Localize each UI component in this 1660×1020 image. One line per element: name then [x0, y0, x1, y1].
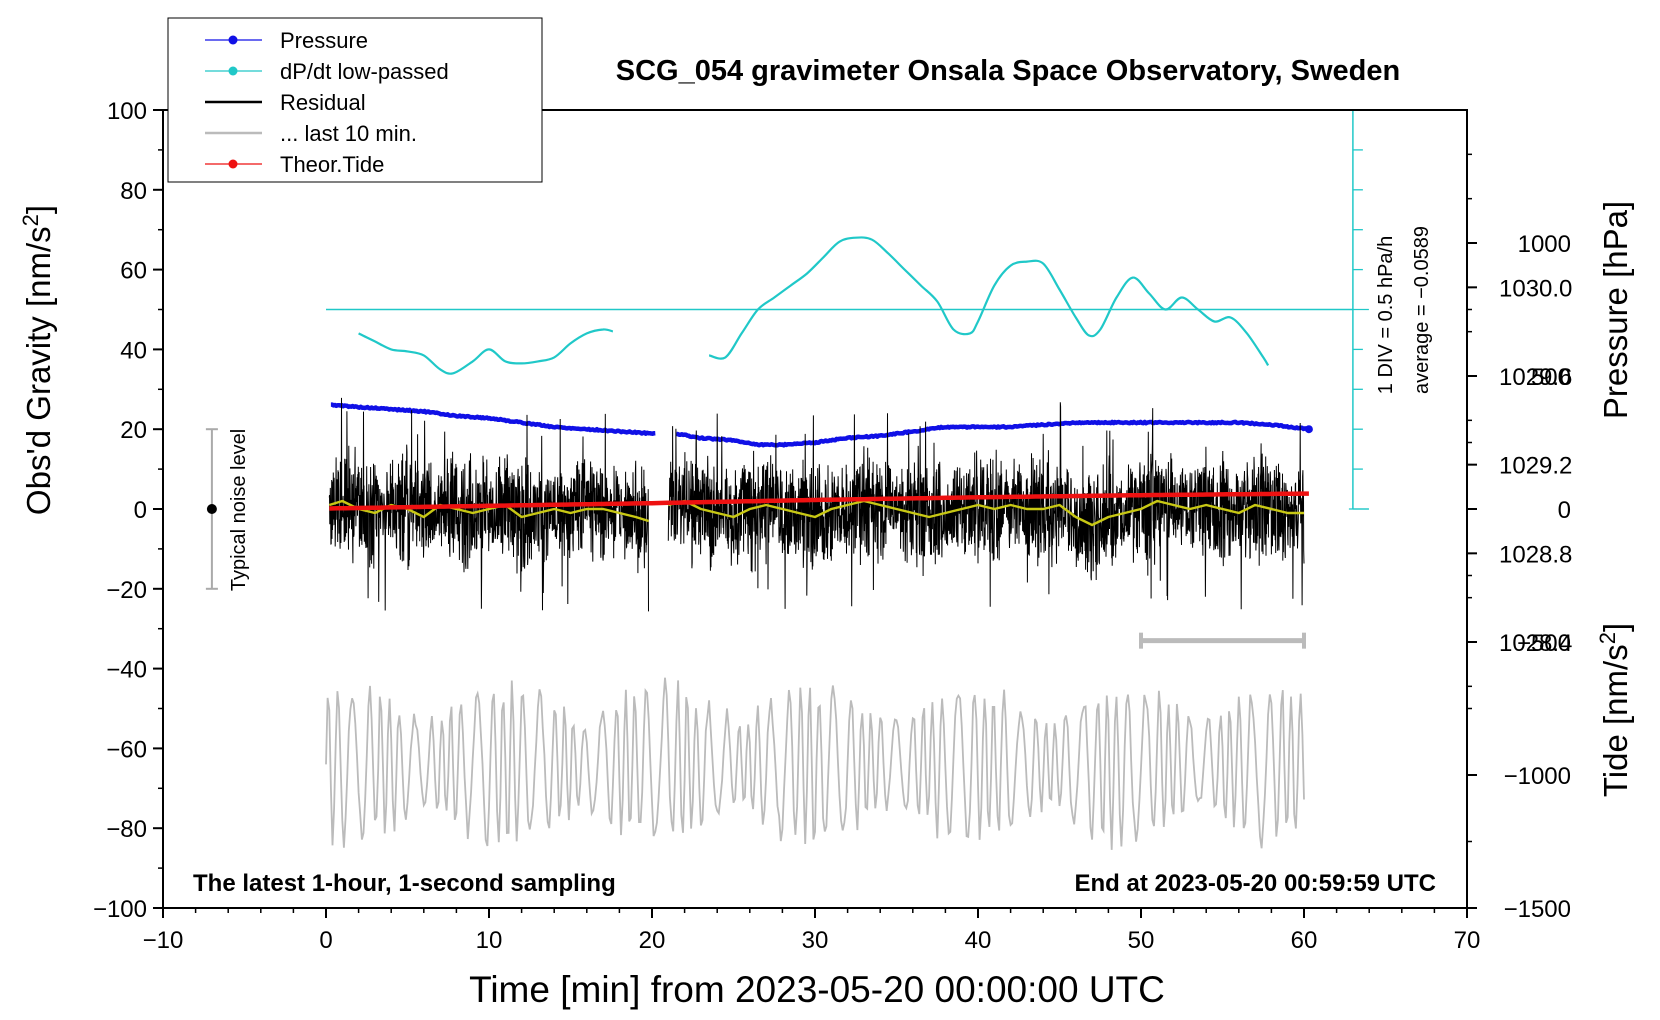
- plot-layer: [205, 109, 1369, 850]
- x-tick-label: −10: [143, 927, 184, 954]
- dpdt-line-segment-2: [708, 236, 1270, 366]
- y-tick-label: −20: [106, 577, 147, 604]
- tide-tick-label: 500: [1531, 364, 1571, 391]
- chart-title: SCG_054 gravimeter Onsala Space Observat…: [616, 55, 1400, 87]
- x-axis-label: Time [min] from 2023-05-20 00:00:00 UTC: [469, 969, 1165, 1010]
- tide-axis-label-end: ]: [1597, 623, 1634, 632]
- y-tick-label: 60: [120, 258, 147, 285]
- tide-tick-label: 1000: [1518, 231, 1571, 258]
- y-axis-label: Obs'd Gravity [nm/s2]: [18, 205, 57, 515]
- y-tick-label: −100: [93, 896, 147, 923]
- y-tick-label: 20: [120, 417, 147, 444]
- tide-line: [329, 491, 1309, 511]
- pressure-tick-label: 1028.4: [1499, 630, 1572, 657]
- y-tick-label: −40: [106, 657, 147, 684]
- y-tick-label: 80: [120, 178, 147, 205]
- dpdt-line-segment-1: [358, 328, 614, 375]
- pressure-line-segment-1: [329, 402, 657, 436]
- tide-tick-label: −1000: [1504, 763, 1571, 790]
- tide-axis-label-main: Tide [nm/s: [1597, 644, 1634, 797]
- x-tick-label: 50: [1128, 927, 1155, 954]
- residual-line-segment-1: [328, 397, 649, 612]
- legend-label: Pressure: [280, 28, 368, 53]
- noise-level-label: Typical noise level: [228, 429, 250, 591]
- y-axis-label-end: ]: [20, 205, 57, 214]
- y-axis-label-sup: 2: [18, 214, 43, 226]
- pressure-tick-label: 1029.2: [1499, 453, 1572, 480]
- y-tick-label: 100: [107, 98, 147, 125]
- pressure-tick-label: 1028.8: [1499, 541, 1572, 568]
- y-tick-label: −60: [106, 736, 147, 763]
- x-tick-label: 30: [802, 927, 829, 954]
- pressure-tick-label: 1030.0: [1499, 275, 1572, 302]
- dpdt-average-label: average = −0.0589: [1411, 226, 1433, 394]
- pressure-end-point: [1304, 425, 1313, 434]
- frame-layer: −10 0 10 20 30 40 50 60 70−100−80−60−40−20020406…: [93, 98, 1572, 954]
- legend-marker: [228, 35, 238, 45]
- tide-axis-label: Tide [nm/s2]: [1595, 623, 1634, 797]
- pressure-line-segment-2: [675, 419, 1310, 448]
- x-tick-label: 70: [1454, 927, 1481, 954]
- legend-label: Residual: [280, 90, 366, 115]
- legend-marker: [228, 159, 238, 169]
- legend-items: Pressure dP/dt low-passed Residual ... last…: [205, 28, 449, 177]
- legend-label: Theor.Tide: [280, 152, 384, 177]
- y-tick-label: −80: [106, 816, 147, 843]
- tide-tick-label: −500: [1517, 630, 1571, 657]
- legend-label: ... last 10 min.: [280, 121, 417, 146]
- legend-label: dP/dt low-passed: [280, 59, 449, 84]
- pressure-axis-label: Pressure [hPa]: [1597, 201, 1634, 419]
- x-tick-label: 20: [639, 927, 666, 954]
- tide-tick-label: 0: [1558, 497, 1571, 524]
- end-time-note: End at 2023-05-20 00:59:59 UTC: [1075, 870, 1437, 897]
- pressure-tick-label: 1029.6: [1499, 364, 1572, 391]
- residual-smoothed-segment-1: [328, 499, 650, 523]
- x-tick-label: 0: [319, 927, 332, 954]
- tide-axis-label-sup: 2: [1595, 632, 1620, 644]
- y-tick-label: 0: [134, 497, 147, 524]
- x-tick-label: 60: [1291, 927, 1318, 954]
- tide-tick-label: −1500: [1504, 896, 1571, 923]
- residual-smoothed-segment-2: [668, 499, 1304, 527]
- legend: Pressure dP/dt low-passed Residual ... last…: [167, 17, 543, 183]
- legend-marker: [228, 66, 238, 76]
- noise-center-dot: [206, 504, 217, 514]
- dpdt-scale-label: 1 DIV = 0.5 hPa/h: [1375, 236, 1397, 394]
- legend-box: [167, 17, 543, 183]
- x-tick-label: 10: [476, 927, 503, 954]
- y-axis-label-main: Obs'd Gravity [nm/s: [20, 226, 57, 515]
- y-tick-label: 40: [120, 337, 147, 364]
- sampling-note: The latest 1-hour, 1-second sampling: [193, 870, 616, 897]
- last10-line: [325, 677, 1305, 850]
- x-tick-label: 40: [965, 927, 992, 954]
- label-layer: SCG_054 gravimeter Onsala Space Observat…: [18, 55, 1634, 1010]
